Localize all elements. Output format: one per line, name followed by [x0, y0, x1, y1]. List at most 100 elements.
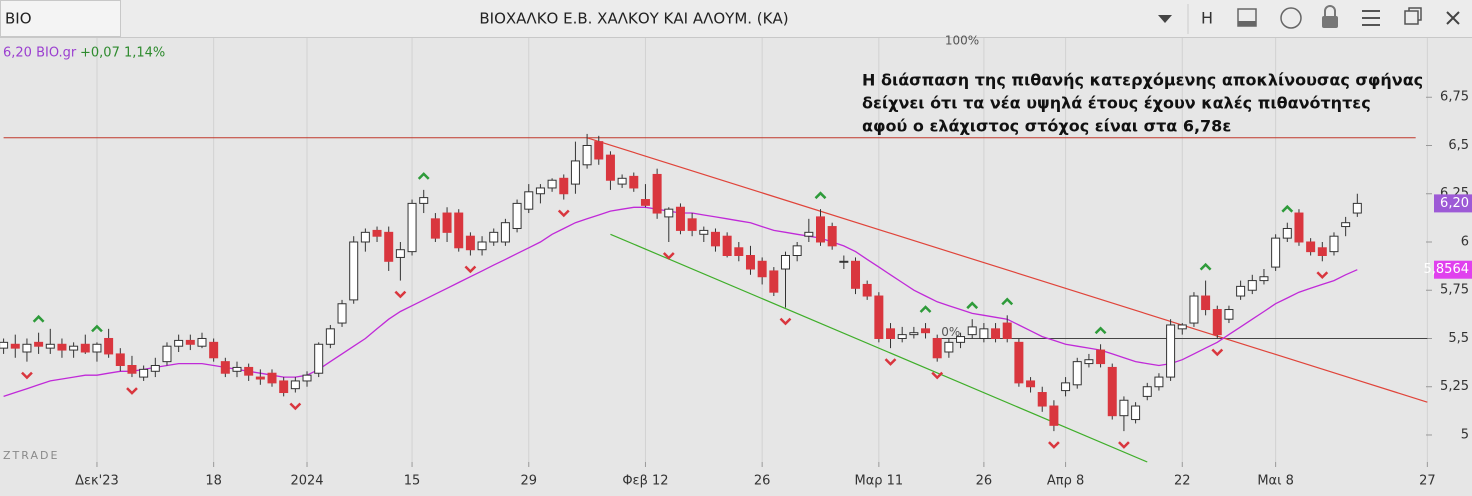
- trendline: [586, 137, 1428, 403]
- toolbar: [0, 0, 1472, 37]
- candle-body: [80, 343, 90, 353]
- candle-body: [1084, 359, 1094, 365]
- fib-label: 100%: [945, 34, 979, 48]
- y-tick-label: 5,75: [1440, 283, 1469, 298]
- candle-body: [605, 154, 615, 181]
- signal-down: [394, 290, 407, 299]
- signal-down: [21, 371, 33, 380]
- symbol: BIO: [5, 10, 32, 28]
- x-tick-label: 2024: [290, 474, 323, 489]
- watermark: ZTRADE: [3, 449, 59, 462]
- candle-body: [535, 187, 545, 195]
- candle-body: [512, 202, 522, 229]
- candle-body: [465, 235, 475, 251]
- candle-body: [1259, 276, 1269, 282]
- signal-down: [1048, 441, 1060, 449]
- candle-body: [139, 368, 149, 378]
- signal-up: [417, 172, 430, 180]
- candle-body: [827, 226, 837, 247]
- signal-down: [1316, 271, 1329, 280]
- candle-body: [979, 328, 989, 339]
- candle-body: [290, 380, 300, 390]
- candle-body: [1131, 405, 1141, 421]
- signal-up: [919, 305, 932, 313]
- candle-body: [1224, 309, 1234, 320]
- y-tick-label: 6: [1461, 234, 1469, 249]
- candle-body: [956, 336, 966, 343]
- candle-body: [349, 241, 359, 301]
- h-button[interactable]: H: [1201, 9, 1213, 28]
- candle-body: [1166, 324, 1176, 378]
- x-tick-label: 18: [205, 474, 222, 489]
- annotation: αφού ο ελάχιστος στόχος είναι στα 6,78ε: [862, 117, 1231, 136]
- candle-body: [244, 366, 254, 376]
- signal-down: [779, 317, 792, 326]
- x-tick-label: Μαρ 11: [854, 474, 903, 489]
- signal-down: [1211, 348, 1224, 357]
- x-tick-label: 26: [754, 474, 771, 489]
- candle-body: [0, 341, 9, 349]
- candle-body: [1271, 237, 1281, 268]
- candle-body: [360, 231, 370, 243]
- candle-body: [547, 179, 557, 189]
- candle-body: [325, 328, 335, 345]
- candle-body: [944, 341, 954, 353]
- candle-body: [1037, 392, 1047, 407]
- candle-body: [162, 345, 172, 363]
- restore-icon[interactable]: [1404, 10, 1419, 25]
- candle-body: [127, 365, 137, 374]
- candle-body: [430, 218, 440, 239]
- price-tag-label: 6,20: [1440, 196, 1469, 211]
- x-tick-label: Φεβ 12: [622, 474, 668, 489]
- candle-body: [1352, 202, 1362, 214]
- candle-body: [209, 341, 219, 359]
- signal-down: [931, 371, 944, 380]
- candle-body: [1329, 235, 1339, 253]
- candle-body: [1026, 380, 1036, 388]
- symbol-box[interactable]: [0, 0, 121, 37]
- candle-body: [337, 303, 347, 324]
- candle-body: [757, 260, 767, 278]
- candle-body: [69, 345, 79, 351]
- signal-down: [289, 402, 302, 411]
- candle-body: [185, 339, 195, 345]
- candle-body: [500, 222, 510, 243]
- candle-body: [1341, 222, 1351, 228]
- menu-icon[interactable]: [1362, 10, 1380, 26]
- candle-body: [594, 141, 604, 160]
- annotation: Η διάσπαση της πιθανής κατερχόμενης αποκ…: [862, 71, 1423, 90]
- candle-body: [629, 175, 639, 189]
- candle-body: [640, 199, 650, 206]
- x-tick-label: 27: [1419, 474, 1436, 489]
- x-tick-label: 26: [976, 474, 993, 489]
- candle-body: [921, 328, 931, 334]
- candle-body: [664, 208, 674, 218]
- signal-up: [32, 314, 45, 323]
- restore-icon-back: [1408, 7, 1422, 21]
- signal-down: [557, 209, 570, 218]
- candle-body: [174, 339, 184, 347]
- title: ΒΙΟΧΑΛΚΟ Ε.Β. ΧΑΛΚΟΥ ΚΑΙ ΑΛΟΥΜ. (ΚΑ): [479, 10, 788, 28]
- hline-label: 0%: [941, 325, 960, 339]
- candle-body: [1119, 399, 1129, 417]
- candle-body: [839, 260, 849, 263]
- dropdown-icon[interactable]: [1158, 15, 1172, 23]
- candle-body: [314, 343, 324, 374]
- candle-body: [1317, 247, 1327, 257]
- quote-icon[interactable]: [1280, 7, 1302, 29]
- candle-body: [255, 376, 265, 380]
- candle-body: [792, 245, 802, 257]
- candle-body: [1154, 376, 1164, 388]
- candle-body: [1014, 341, 1024, 384]
- close-icon[interactable]: [1446, 11, 1460, 25]
- signal-down: [662, 252, 675, 260]
- candle-body: [1282, 227, 1292, 239]
- candle-body: [267, 372, 277, 384]
- candle-body: [769, 270, 779, 293]
- lock-icon[interactable]: [1322, 16, 1338, 28]
- quote-price: 6,20 BIO.gr: [3, 46, 77, 61]
- candle-body: [1294, 212, 1304, 243]
- candle-body: [372, 229, 382, 237]
